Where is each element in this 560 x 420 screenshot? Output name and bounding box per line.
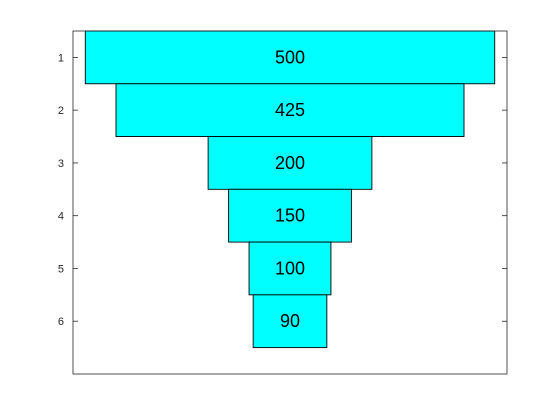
funnel-bar-6 — [252, 294, 328, 349]
data-label-5: 100 — [275, 258, 305, 278]
y-axis-ticks: 1 2 3 4 5 6 — [58, 52, 507, 328]
data-label-1: 500 — [275, 47, 305, 67]
data-label-6: 90 — [280, 311, 300, 331]
funnel-bars — [84, 30, 496, 349]
y-tick-label-2: 2 — [58, 105, 64, 117]
data-label-3: 200 — [275, 153, 305, 173]
funnel-bar-3 — [207, 136, 373, 190]
axes-box — [72, 30, 508, 375]
funnel-bar-1 — [84, 30, 496, 85]
y-tick-label-5: 5 — [58, 263, 64, 275]
y-tick-label-1: 1 — [58, 52, 64, 64]
data-labels: 500 425 200 150 100 90 — [275, 47, 305, 331]
y-tick-label-6: 6 — [58, 316, 64, 328]
y-tick-label-3: 3 — [58, 158, 64, 170]
y-tick-label-4: 4 — [58, 211, 64, 223]
data-label-2: 425 — [275, 100, 305, 120]
data-label-4: 150 — [275, 206, 305, 226]
funnel-bar-2 — [115, 83, 465, 137]
